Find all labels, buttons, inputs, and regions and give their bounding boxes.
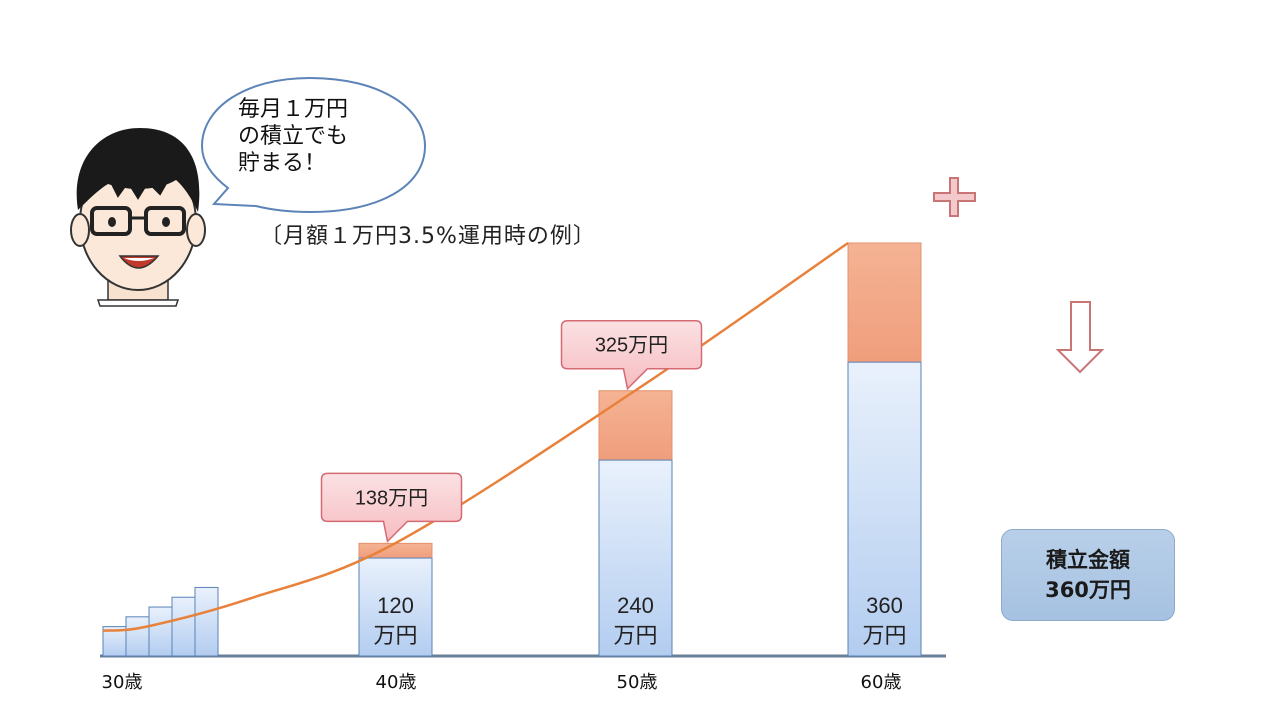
chart-caption: 〔月額１万円3.5%運用時の例〕 <box>260 224 596 249</box>
summary-box: 積立金額 360万円 <box>1001 529 1175 621</box>
bar-gain-segment <box>847 242 922 363</box>
x-tick-label: 30歳 <box>102 672 143 693</box>
speech-bubble-text: 毎月１万円 の積立でも 貯まる！ <box>238 97 349 176</box>
small-bar <box>125 616 150 657</box>
summary-title: 積立金額 <box>1046 548 1130 572</box>
growth-curve <box>102 241 849 632</box>
small-bars <box>102 586 219 657</box>
bar-principal-segment <box>358 557 433 657</box>
speech-bubble <box>200 76 427 214</box>
x-tick-label: 60歳 <box>861 672 902 693</box>
total-callout-label: 325万円 <box>595 335 668 357</box>
bar-principal-segment <box>847 361 922 657</box>
bar-labels: 120 万円 240 万円 360 万円 <box>373 593 906 648</box>
main-bars <box>358 242 922 657</box>
total-callout: 138万円 <box>320 472 463 543</box>
small-bar <box>171 596 196 657</box>
x-tick-label: 50歳 <box>617 672 658 693</box>
summary-amount: 360万円 <box>1045 578 1131 602</box>
principal-label-unit: 万円 <box>862 623 906 648</box>
principal-label-number: 240 <box>617 593 654 618</box>
principal-label-number: 360 <box>866 593 903 618</box>
bar-gain-segment <box>598 390 673 461</box>
principal-label-number: 120 <box>377 593 414 618</box>
x-tick-label: 40歳 <box>376 672 417 693</box>
bar-principal-segment <box>598 459 673 657</box>
principal-label-unit: 万円 <box>373 623 417 648</box>
principal-label-unit: 万円 <box>613 623 657 648</box>
person-with-glasses-icon <box>70 128 206 307</box>
small-bar <box>194 586 219 657</box>
callouts: 138万円 325万円 <box>320 319 703 543</box>
down-arrow-icon <box>1055 301 1105 374</box>
total-callout-label: 138万円 <box>355 487 428 509</box>
total-callout: 325万円 <box>560 319 703 391</box>
small-bar <box>148 606 173 657</box>
x-tick-labels: 30歳 40歳 50歳 60歳 <box>102 672 902 693</box>
plus-icon <box>933 177 976 217</box>
